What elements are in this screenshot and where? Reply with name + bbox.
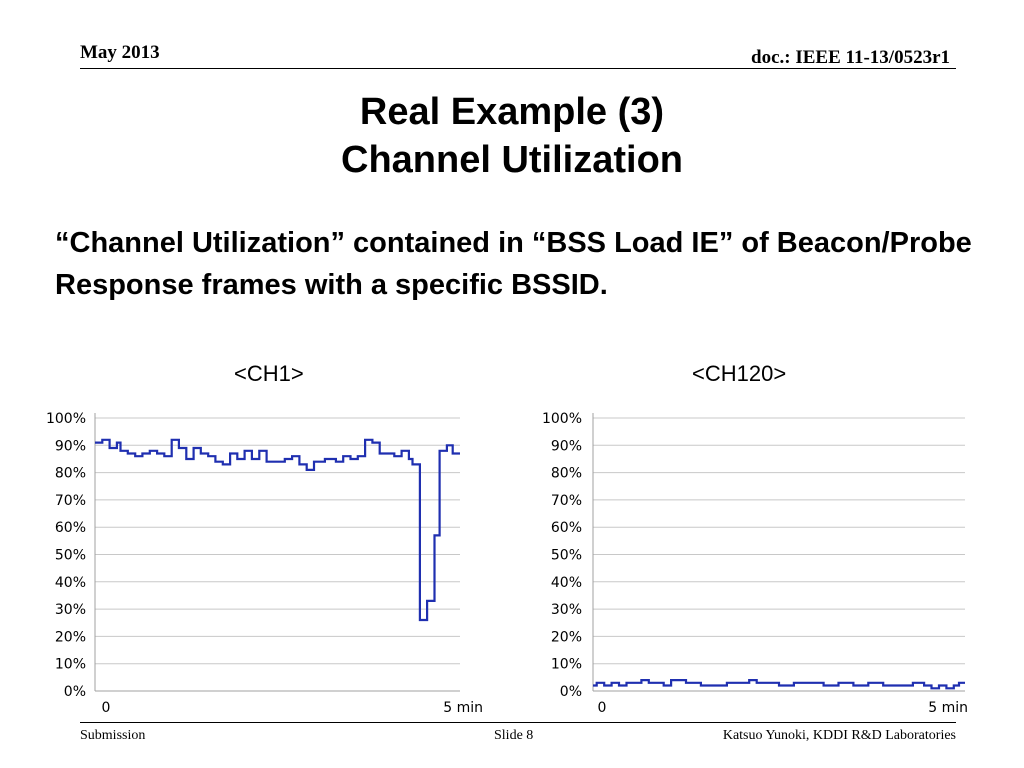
header-date: May 2013: [80, 42, 160, 63]
footer-author: Katsuo Yunoki, KDDI R&D Laboratories: [722, 728, 956, 743]
y-tick-label: 30%: [55, 602, 86, 618]
footer-submission: Submission: [80, 728, 146, 743]
header-doc-id: doc.: IEEE 11-13/0523r1: [751, 47, 950, 68]
chart-ch1: 0% 10% 20% 30% 40% 50% 60% 70% 80% 90% 100% 0 5 min: [46, 411, 483, 716]
y-tick-label: 70%: [55, 493, 86, 509]
y-tick-label: 60%: [55, 520, 86, 536]
slide-title-line1: Real Example (3): [359, 91, 665, 133]
y-tick-label: 90%: [55, 438, 86, 454]
slide-body-text: “Channel Utilization” contained in “BSS …: [55, 227, 972, 301]
x-tick-label: 5 min: [443, 700, 483, 716]
chart-ch120-title: <CH120>: [692, 361, 787, 386]
chart-ch120: 0% 10% 20% 30% 40% 50% 60% 70% 80% 90% 100% 0 5 min: [542, 411, 968, 716]
y-tick-label: 100%: [542, 411, 582, 427]
y-tick-label: 60%: [551, 520, 582, 536]
y-tick-label: 10%: [55, 657, 86, 673]
y-tick-label: 50%: [551, 548, 582, 564]
y-tick-label: 10%: [551, 657, 582, 673]
y-tick-label: 90%: [551, 438, 582, 454]
x-tick-label: 0: [598, 700, 607, 716]
y-tick-label: 0%: [560, 684, 582, 700]
x-tick-label: 5 min: [928, 700, 968, 716]
y-tick-label: 80%: [551, 466, 582, 482]
footer-slide-number: Slide 8: [494, 728, 534, 743]
y-tick-label: 50%: [55, 548, 86, 564]
slide-title-line2: Channel Utilization: [341, 139, 683, 181]
y-tick-label: 40%: [55, 575, 86, 591]
y-tick-label: 70%: [551, 493, 582, 509]
utilization-series-line: [593, 679, 965, 690]
y-tick-label: 30%: [551, 602, 582, 618]
slide-title: Real Example (3) Channel Utilization: [0, 88, 1024, 184]
footer-divider: [80, 722, 956, 723]
y-tick-label: 20%: [55, 629, 86, 645]
chart-ch1-title: <CH1>: [234, 361, 304, 386]
y-tick-label: 100%: [46, 411, 86, 427]
x-tick-label: 0: [102, 700, 111, 716]
y-tick-label: 20%: [551, 629, 582, 645]
y-tick-label: 80%: [55, 466, 86, 482]
header-divider: [80, 68, 956, 69]
utilization-series-line: [95, 438, 460, 622]
y-tick-label: 0%: [64, 684, 86, 700]
y-tick-label: 40%: [551, 575, 582, 591]
